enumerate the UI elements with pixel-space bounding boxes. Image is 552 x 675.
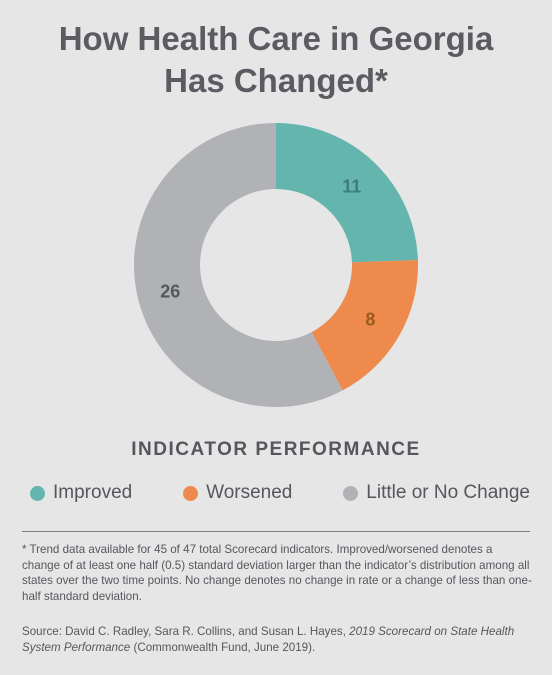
source-note: Source: David C. Radley, Sara R. Collins…: [22, 624, 532, 655]
slice-label-improved: 11: [342, 177, 361, 197]
legend-swatch-little-or-no-change: [343, 485, 359, 501]
legend-item-improved: Improved: [30, 482, 132, 504]
legend-label-little-or-no-change: Little or No Change: [366, 482, 530, 503]
slice-improved: [276, 123, 418, 263]
legend-swatch-improved: [30, 485, 45, 501]
chart-title-line-1: How Health Care in Georgia: [58, 20, 494, 57]
legend-swatch-worsened: [183, 485, 199, 501]
slice-label-little-or-no-change: 26: [160, 281, 180, 301]
slice-label-worsened: 8: [365, 310, 375, 330]
source-report-title: 2019 Scorecard on State Health System Pe…: [22, 625, 515, 654]
footnote: * Trend data available for 45 of 47 tota…: [22, 543, 532, 603]
legend-item-little-or-no-change: Little or No Change: [343, 482, 530, 504]
slice-little-or-no-change: [134, 123, 343, 408]
slice-worsened: [311, 260, 418, 391]
donut-chart: 11 8 26: [134, 123, 418, 408]
source-prefix: Source: David C. Radley, Sara R. Collins…: [22, 625, 350, 638]
legend: Improved Worsened Little or No Change: [30, 482, 530, 504]
source-suffix: (Commonwealth Fund, June 2019).: [130, 640, 316, 654]
divider: [22, 531, 530, 532]
legend-title: INDICATOR PERFORMANCE: [131, 439, 421, 460]
chart-title-line-2: Has Changed*: [164, 62, 388, 99]
legend-label-worsened: Worsened: [206, 482, 293, 503]
legend-item-worsened: Worsened: [183, 482, 292, 504]
legend-label-improved: Improved: [53, 482, 133, 503]
chart-title: How Health Care in Georgia Has Changed*: [0, 18, 552, 102]
